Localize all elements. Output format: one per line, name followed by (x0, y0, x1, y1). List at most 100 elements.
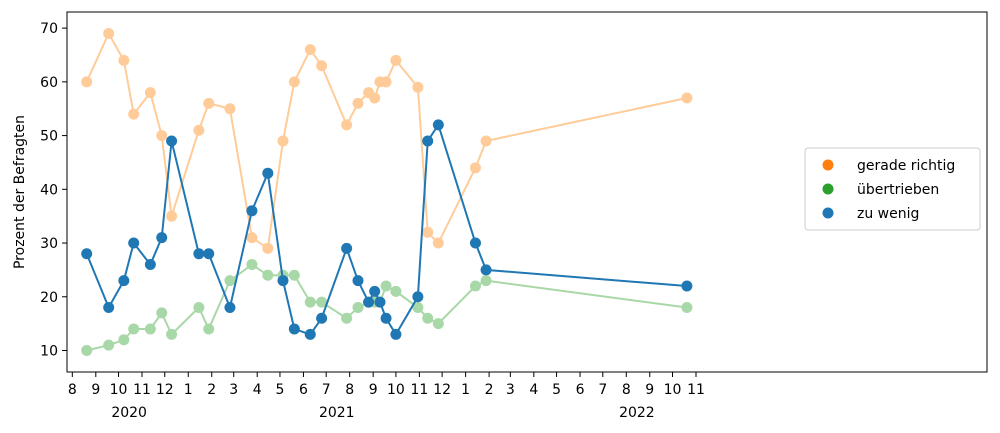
data-point (352, 97, 364, 109)
legend-marker (822, 159, 834, 171)
x-tick-label: 1 (461, 382, 470, 398)
data-point (81, 248, 93, 260)
y-axis-label: Prozent der Befragten (12, 115, 28, 269)
x-tick-label: 8 (622, 382, 631, 398)
x-tick-label: 11 (687, 382, 705, 398)
x-tick-label: 10 (664, 382, 682, 398)
x-tick-label: 10 (387, 382, 405, 398)
data-point (369, 92, 381, 104)
data-point (469, 162, 481, 174)
legend-label: übertrieben (857, 182, 939, 198)
data-point (103, 302, 115, 314)
data-point (480, 135, 492, 147)
x-tick-label: 7 (322, 382, 331, 398)
data-point (390, 285, 402, 297)
x-year-label: 2020 (111, 405, 147, 421)
x-tick-label: 12 (433, 382, 451, 398)
data-point (422, 226, 434, 238)
data-point (103, 27, 115, 39)
x-tick-label: 5 (275, 382, 284, 398)
data-point (304, 296, 316, 308)
data-point (193, 124, 205, 136)
x-tick-label: 12 (156, 382, 174, 398)
data-point (412, 81, 424, 93)
data-point (412, 302, 424, 314)
x-tick-label: 5 (552, 382, 561, 398)
data-point (144, 259, 156, 271)
data-point (103, 339, 115, 351)
data-point (316, 60, 328, 72)
data-point (246, 259, 258, 271)
legend-label: zu wenig (857, 206, 919, 222)
x-tick-label: 3 (229, 382, 238, 398)
x-tick-label: 9 (369, 382, 378, 398)
data-point (203, 248, 215, 260)
data-point (118, 275, 130, 287)
data-point (118, 334, 130, 346)
data-point (118, 54, 130, 66)
data-point (412, 291, 424, 303)
data-point (316, 296, 328, 308)
data-point (480, 264, 492, 276)
data-point (128, 323, 140, 335)
data-point (156, 307, 168, 319)
series-0 (81, 27, 693, 254)
series-layer (81, 27, 693, 357)
data-point (224, 103, 236, 115)
y-tick-label: 40 (40, 182, 58, 198)
data-point (193, 302, 205, 314)
y-tick-label: 30 (40, 236, 58, 252)
x-tick-label: 3 (506, 382, 515, 398)
data-point (81, 345, 93, 357)
data-point (304, 328, 316, 340)
series-1 (81, 259, 693, 357)
series-2 (81, 119, 693, 340)
data-point (156, 130, 168, 142)
data-point (193, 248, 205, 260)
x-tick-label: 9 (91, 382, 100, 398)
data-point (380, 76, 392, 88)
data-point (203, 97, 215, 109)
x-tick-label: 4 (529, 382, 538, 398)
data-point (262, 269, 274, 281)
data-point (469, 237, 481, 249)
x-tick-label: 11 (133, 382, 151, 398)
x-tick-label: 10 (110, 382, 128, 398)
data-point (224, 302, 236, 314)
data-point (156, 232, 168, 244)
data-point (128, 237, 140, 249)
series-line (86, 263, 688, 352)
x-year-label: 2021 (319, 405, 355, 421)
data-point (277, 135, 289, 147)
data-point (432, 237, 444, 249)
data-point (288, 323, 300, 335)
x-tick-label: 4 (253, 382, 262, 398)
data-point (316, 312, 328, 324)
legend-marker (822, 183, 834, 195)
data-point (224, 275, 236, 287)
y-tick-label: 20 (40, 290, 58, 306)
data-point (432, 318, 444, 330)
data-point (246, 232, 258, 244)
data-point (166, 210, 178, 222)
series-line (85, 122, 687, 337)
data-point (363, 296, 375, 308)
data-point (390, 328, 402, 340)
data-point (288, 269, 300, 281)
data-point (277, 275, 289, 287)
data-point (480, 275, 492, 287)
data-point (304, 44, 316, 56)
x-tick-label: 1 (184, 382, 193, 398)
legend: gerade richtig übertrieben zu wenig (804, 147, 981, 231)
data-point (681, 92, 693, 104)
data-point (374, 296, 386, 308)
data-point (681, 302, 693, 314)
data-point (288, 76, 300, 88)
data-point (469, 280, 481, 292)
data-point (681, 280, 693, 292)
data-point (246, 205, 258, 217)
data-point (128, 108, 140, 120)
data-point (341, 312, 353, 324)
